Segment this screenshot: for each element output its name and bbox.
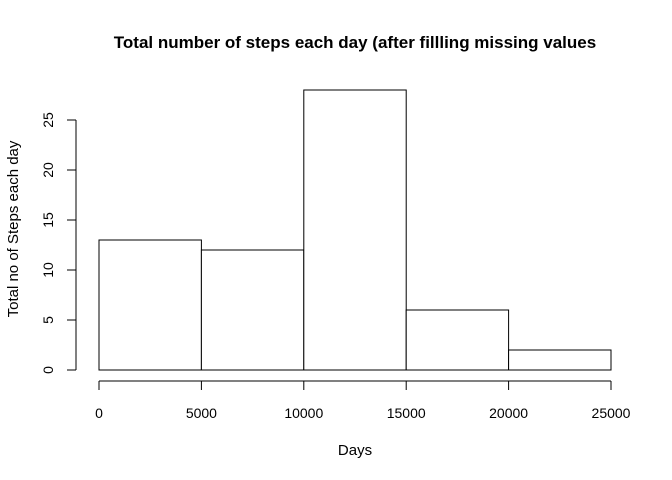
histogram-bar-4 bbox=[508, 349, 612, 371]
histogram-bar-3 bbox=[405, 309, 510, 371]
y-tick-label-5: 25 bbox=[40, 112, 56, 128]
y-tick-label-3: 15 bbox=[40, 212, 56, 228]
y-tick-label-4: 20 bbox=[40, 162, 56, 178]
histogram-bar-0 bbox=[98, 239, 202, 371]
x-tick-label-3: 15000 bbox=[387, 405, 426, 421]
chart-title: Total number of steps each day (after fi… bbox=[114, 33, 596, 52]
x-tick-label-0: 0 bbox=[95, 405, 103, 421]
x-axis: 0 5000 10000 15000 20000 25000 bbox=[95, 380, 631, 421]
x-axis-label: Days bbox=[338, 442, 372, 459]
x-tick-label-1: 5000 bbox=[186, 405, 217, 421]
bars-group bbox=[98, 89, 612, 371]
y-tick-label-2: 10 bbox=[40, 262, 56, 278]
histogram-bar-2 bbox=[303, 89, 407, 371]
y-axis: 0 5 10 15 20 25 bbox=[40, 112, 77, 374]
y-tick-label-0: 0 bbox=[40, 366, 56, 374]
x-tick-label-2: 10000 bbox=[284, 405, 323, 421]
x-tick-label-5: 25000 bbox=[592, 405, 631, 421]
x-tick-label-4: 20000 bbox=[489, 405, 528, 421]
histogram-bar-1 bbox=[200, 249, 305, 371]
y-tick-label-1: 5 bbox=[40, 316, 56, 324]
y-axis-label: Total no of Steps each day bbox=[5, 140, 22, 317]
